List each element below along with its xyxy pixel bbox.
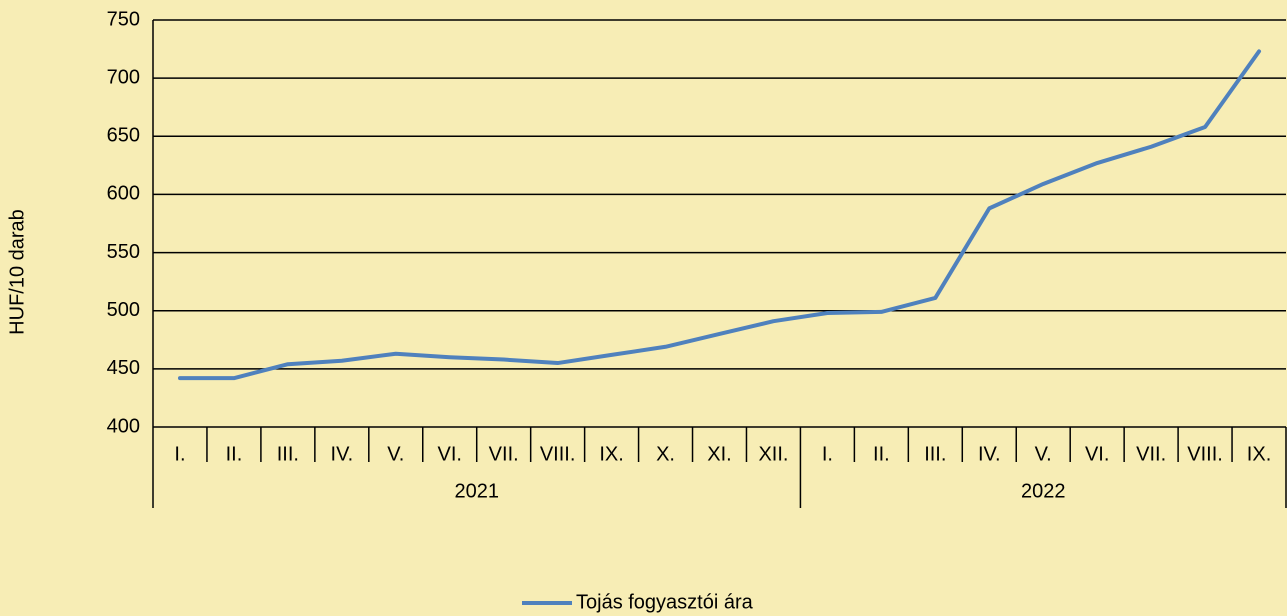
y-tick-label: 400 [107,415,140,437]
legend-label: Tojás fogyasztói ára [576,591,754,613]
x-tick-label: IX. [1247,443,1271,465]
x-tick-label: V. [1035,443,1052,465]
x-tick-label: VI. [438,443,462,465]
x-tick-label: VI. [1085,443,1109,465]
x-tick-label: VIII. [1187,443,1223,465]
y-tick-label: 600 [107,183,140,205]
x-tick-label: X. [656,443,675,465]
x-tick-label: II. [226,443,243,465]
y-tick-label: 500 [107,299,140,321]
y-tick-label: 450 [107,357,140,379]
y-tick-label: 550 [107,241,140,263]
line-series [177,49,1262,381]
x-tick-label: II. [873,443,890,465]
y-tick-label: 700 [107,66,140,88]
x-tick-label: IV. [331,443,354,465]
x-tick-label: VII. [489,443,519,465]
y-tick-label: 750 [107,8,140,30]
x-tick-label: IX. [599,443,623,465]
group-label: 2022 [1021,480,1066,502]
x-tick-label: VIII. [540,443,576,465]
y-tick-label: 650 [107,125,140,147]
x-tick-label: V. [387,443,404,465]
x-tick-label: XI. [707,443,731,465]
group-label: 2021 [454,480,499,502]
x-tick-label: IV. [978,443,1001,465]
x-tick-label: VII. [1136,443,1166,465]
x-tick-label: III. [924,443,946,465]
x-tick-label: I. [174,443,185,465]
x-tick-label: XII. [758,443,788,465]
x-tick-label: III. [277,443,299,465]
y-axis-label: HUF/10 darab [6,209,28,335]
x-tick-label: I. [822,443,833,465]
